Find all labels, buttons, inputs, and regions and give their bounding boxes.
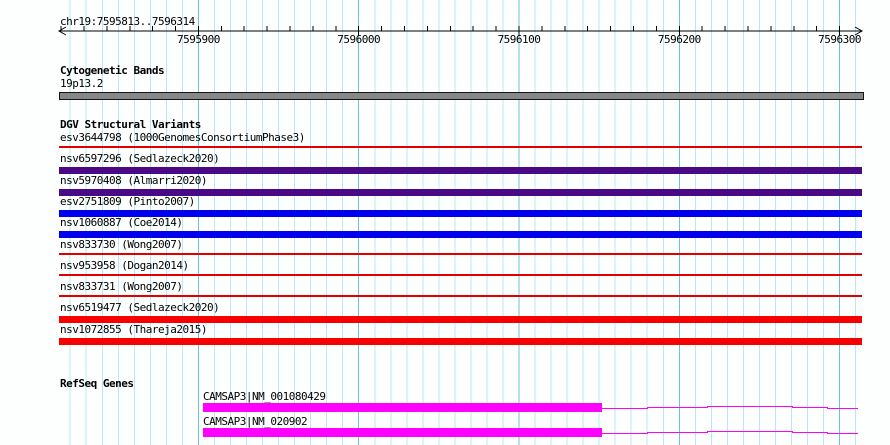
- variant-label-nsv833731: nsv833731 (Wong2007): [60, 280, 183, 293]
- variant-label-nsv5970408: nsv5970408 (Almarri2020): [60, 174, 207, 187]
- variant-bar-nsv6597296[interactable]: [59, 167, 862, 174]
- variant-label-nsv833730: nsv833730 (Wong2007): [60, 238, 183, 251]
- ruler-tick-label: 7596100: [497, 33, 541, 46]
- gene-intron-line[interactable]: [602, 431, 858, 434]
- gene-exon-bar[interactable]: [203, 403, 602, 412]
- variant-bar-nsv953958[interactable]: [59, 274, 862, 276]
- variant-bar-nsv1072855[interactable]: [59, 338, 862, 345]
- ruler-right-arrow-icon: [854, 26, 864, 36]
- ruler-tick-label: 7596200: [657, 33, 701, 46]
- gene-label: CAMSAP3|NM_001080429: [203, 390, 326, 403]
- variant-bar-nsv5970408[interactable]: [59, 189, 862, 196]
- variant-bar-nsv833731[interactable]: [59, 295, 862, 297]
- cytoband-name: 19p13.2: [60, 77, 103, 90]
- variant-bar-nsv833730[interactable]: [59, 253, 862, 255]
- gene-label: CAMSAP3|NM_020902: [203, 415, 308, 428]
- cytogenetic-bands-title: Cytogenetic Bands: [60, 64, 165, 77]
- variant-label-nsv1060887: nsv1060887 (Coe2014): [60, 216, 183, 229]
- refseq-title: RefSeq Genes: [60, 377, 134, 390]
- variant-bar-esv3644798[interactable]: [59, 146, 862, 148]
- variant-label-nsv6597296: nsv6597296 (Sedlazeck2020): [60, 152, 220, 165]
- variant-label-esv2751809: esv2751809 (Pinto2007): [60, 195, 195, 208]
- variant-label-esv3644798: esv3644798 (1000GenomesConsortiumPhase3): [60, 131, 305, 144]
- gene-intron-line[interactable]: [602, 406, 858, 409]
- ruler-tick-label: 7596300: [818, 33, 861, 46]
- ruler-left-arrow-icon: [57, 26, 67, 36]
- dgv-title: DGV Structural Variants: [60, 118, 201, 131]
- cytoband-bar[interactable]: [59, 92, 864, 100]
- gene-exon-bar[interactable]: [203, 428, 602, 437]
- variant-label-nsv953958: nsv953958 (Dogan2014): [60, 259, 189, 272]
- variant-bar-nsv1060887[interactable]: [59, 231, 862, 238]
- ruler-tick-label: 7596000: [337, 33, 381, 46]
- variant-bar-nsv6519477[interactable]: [59, 316, 862, 323]
- ruler-tick-label: 7595900: [177, 33, 220, 46]
- variant-bar-esv2751809[interactable]: [59, 210, 862, 217]
- variant-label-nsv1072855: nsv1072855 (Thareja2015): [60, 323, 207, 336]
- region-label: chr19:7595813..7596314: [60, 15, 195, 28]
- variant-label-nsv6519477: nsv6519477 (Sedlazeck2020): [60, 301, 220, 314]
